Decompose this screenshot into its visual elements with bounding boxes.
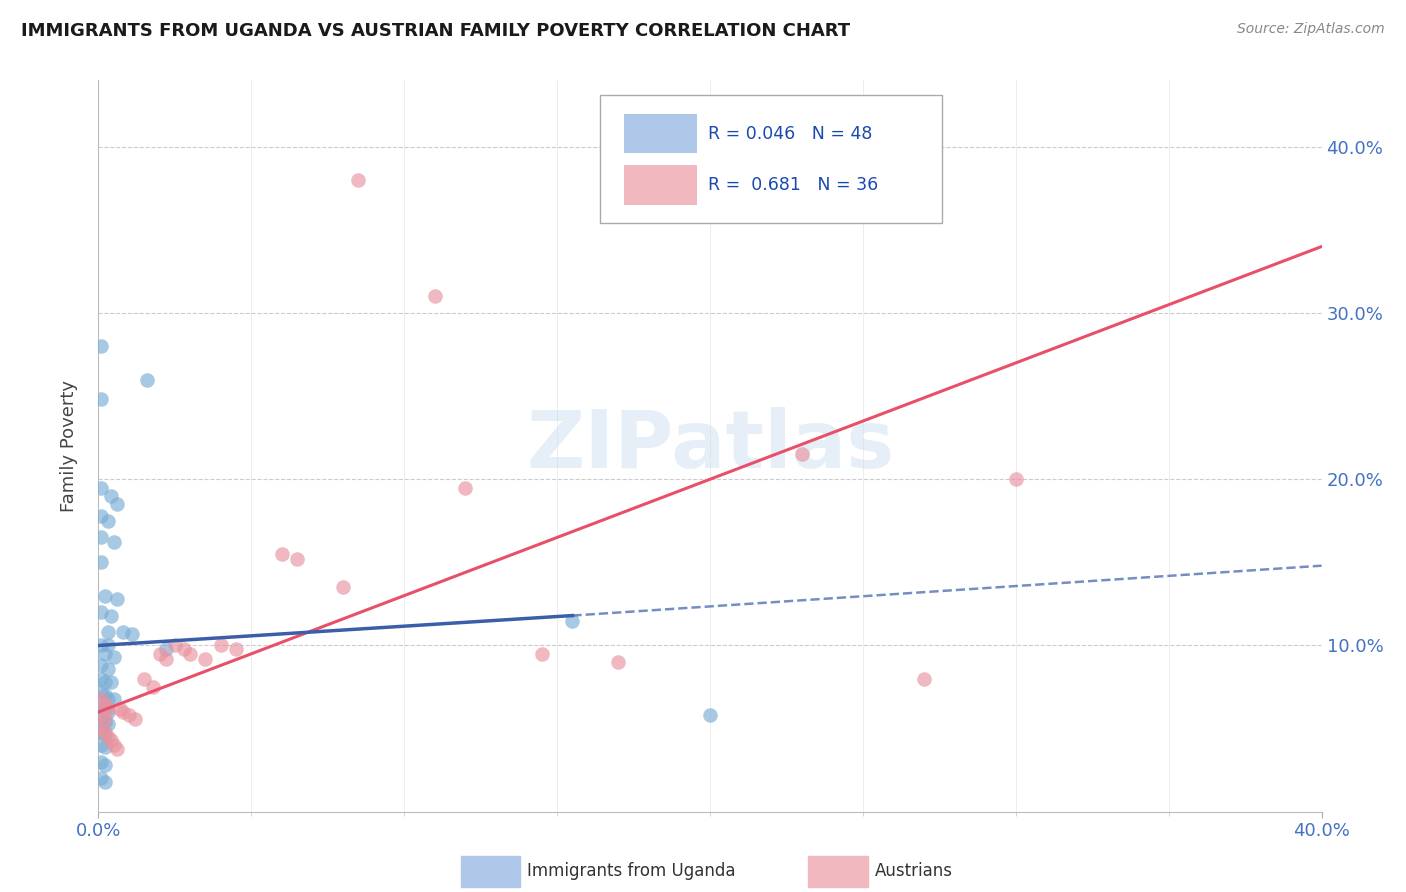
Point [607,655,630,669]
Point [93,675,115,690]
Point [209,639,232,653]
Point [90,708,112,723]
Point [194,652,217,666]
Point [136,372,159,386]
Point [93,589,115,603]
Point [97,705,120,719]
Point [93,739,115,754]
Point [912,672,935,686]
FancyBboxPatch shape [624,165,696,204]
Point [90,555,112,569]
Point [118,708,141,723]
Point [105,591,128,606]
Text: Immigrants from Uganda: Immigrants from Uganda [527,863,735,880]
Point [103,691,125,706]
Point [97,639,120,653]
Point [699,708,721,723]
Point [90,722,112,736]
Point [108,701,131,715]
FancyBboxPatch shape [600,95,942,223]
Point [100,489,122,503]
Point [149,647,172,661]
Point [90,530,112,544]
Point [347,173,370,187]
Point [105,741,128,756]
Text: Source: ZipAtlas.com: Source: ZipAtlas.com [1237,22,1385,37]
Point [90,658,112,673]
Point [90,755,112,769]
Point [173,641,195,656]
Point [93,758,115,772]
Point [90,672,112,686]
Point [225,641,247,656]
Y-axis label: Family Poverty: Family Poverty [59,380,77,512]
Point [155,652,177,666]
Point [105,497,128,511]
Point [90,725,112,739]
Point [1004,472,1026,486]
Point [90,714,112,728]
Point [90,605,112,619]
Point [561,614,583,628]
Point [90,691,112,706]
Point [93,774,115,789]
Point [90,738,112,752]
Point [100,608,122,623]
Point [97,662,120,676]
Text: IMMIGRANTS FROM UGANDA VS AUSTRIAN FAMILY POVERTY CORRELATION CHART: IMMIGRANTS FROM UGANDA VS AUSTRIAN FAMIL… [21,22,851,40]
Text: R =  0.681   N = 36: R = 0.681 N = 36 [707,176,877,194]
Point [142,680,165,694]
Point [90,685,112,699]
Point [454,481,477,495]
Point [530,647,553,661]
Point [103,535,125,549]
Text: R = 0.046   N = 48: R = 0.046 N = 48 [707,125,872,143]
Point [90,392,112,407]
Point [111,625,134,640]
Point [93,689,115,703]
Point [93,712,115,726]
Point [100,733,122,747]
Point [97,716,120,731]
Point [423,289,446,303]
Point [332,580,354,594]
Point [93,701,115,715]
Point [790,447,813,461]
Point [121,627,143,641]
Point [163,639,186,653]
Point [111,705,134,719]
Point [134,672,156,686]
Point [124,712,146,726]
Point [90,772,112,786]
Text: ZIPatlas: ZIPatlas [526,407,894,485]
Point [90,481,112,495]
Point [93,725,115,739]
Point [103,650,125,665]
Point [90,639,112,653]
Point [155,641,177,656]
Point [93,714,115,729]
Point [100,675,122,690]
Point [270,547,292,561]
Point [93,697,115,711]
Point [90,339,112,353]
Text: Austrians: Austrians [875,863,952,880]
Point [97,730,120,744]
FancyBboxPatch shape [624,114,696,153]
Point [285,552,308,566]
Point [90,700,112,714]
Point [90,508,112,523]
Point [93,726,115,740]
Point [97,701,120,715]
Point [179,647,201,661]
Point [103,738,125,752]
Point [97,514,120,528]
Point [97,625,120,640]
Point [93,647,115,661]
Point [97,691,120,706]
